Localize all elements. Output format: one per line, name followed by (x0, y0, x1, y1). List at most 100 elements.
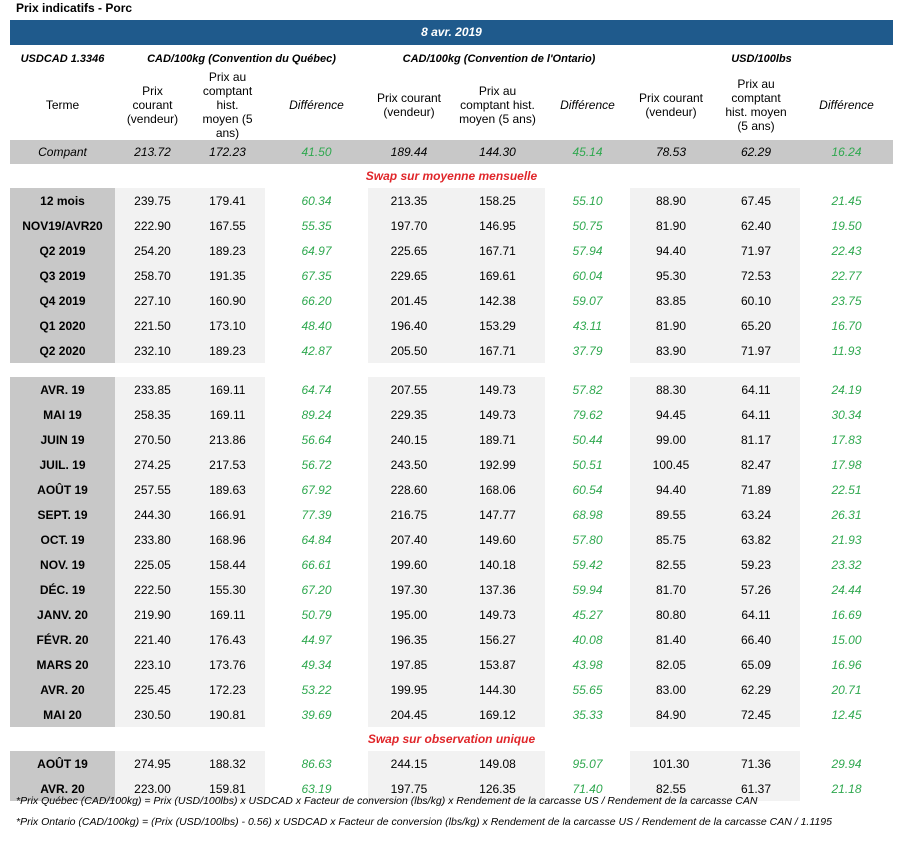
row-label: SEPT. 19 (10, 502, 115, 527)
price-cell: 243.50 (368, 452, 450, 477)
price-cell: 71.36 (712, 751, 800, 776)
price-cell: 50.51 (572, 457, 603, 472)
group-header: USD/100lbs (731, 53, 792, 65)
price-cell: 126.35 (450, 776, 545, 801)
price-cell: 68.98 (572, 507, 603, 522)
price-cell: 149.73 (450, 377, 545, 402)
price-cell: 191.35 (190, 263, 265, 288)
price-cell: 199.95 (368, 677, 450, 702)
price-cell: 16.24 (800, 140, 894, 164)
price-cell: 244.15 (368, 751, 450, 776)
price-cell: 95.07 (572, 756, 603, 771)
table-row: Q1 2020 221.50 173.10 48.40 196.40 153.29 43.1… (10, 313, 893, 338)
table-row: OCT. 19 233.80 168.96 64.84 207.40 149.60 57.8… (10, 527, 893, 552)
price-cell: 21.45 (831, 193, 862, 208)
price-cell: 11.93 (831, 343, 862, 358)
price-cell: 64.11 (712, 402, 800, 427)
row-label: DÉC. 19 (10, 577, 115, 602)
price-cell: 192.99 (450, 452, 545, 477)
price-cell: 225.65 (368, 238, 450, 263)
price-cell: 169.12 (450, 702, 545, 727)
title: Prix indicatifs - Porc (16, 1, 133, 15)
price-cell: 173.10 (190, 313, 265, 338)
price-cell: 227.10 (115, 288, 190, 313)
price-cell: 274.95 (115, 751, 190, 776)
price-cell: 169.11 (190, 377, 265, 402)
price-cell: 230.50 (115, 702, 190, 727)
table-row: Q4 2019 227.10 160.90 66.20 201.45 142.38 59.0… (10, 288, 893, 313)
price-cell: 43.11 (572, 318, 603, 333)
price-cell: 56.64 (301, 432, 332, 447)
table-row: NOV. 19 225.05 158.44 66.61 199.60 140.18 59.4… (10, 552, 893, 577)
table-row: JUIL. 19 274.25 217.53 56.72 243.50 192.99 50.… (10, 452, 893, 477)
price-cell: 173.76 (190, 652, 265, 677)
table-row: JANV. 20 219.90 169.11 50.79 195.00 149.73 45.… (10, 602, 893, 627)
fx-rate: USDCAD 1.3346 (20, 53, 105, 65)
price-cell: 60.04 (572, 268, 603, 283)
price-cell: 63.24 (712, 502, 800, 527)
price-cell: 190.81 (190, 702, 265, 727)
price-cell: 225.45 (115, 677, 190, 702)
price-cell: 222.90 (115, 213, 190, 238)
price-cell: 21.93 (831, 532, 862, 547)
price-cell: 89.24 (301, 407, 332, 422)
price-cell: 167.71 (450, 238, 545, 263)
price-cell: 179.41 (190, 188, 265, 213)
price-cell: 78.53 (630, 140, 712, 164)
price-cell: 232.10 (115, 338, 190, 363)
price-cell: 57.82 (572, 382, 603, 397)
table-row: Q2 2019 254.20 189.23 64.97 225.65 167.71 57.9… (10, 238, 893, 263)
price-cell: 99.00 (630, 427, 712, 452)
table-row: MAI 19 258.35 169.11 89.24 229.35 149.73 79.62… (10, 402, 893, 427)
price-cell: 254.20 (115, 238, 190, 263)
price-cell: 61.37 (712, 776, 800, 801)
price-cell: 83.90 (630, 338, 712, 363)
price-cell: 42.87 (301, 343, 332, 358)
price-cell: 204.45 (368, 702, 450, 727)
price-cell: 22.51 (831, 482, 862, 497)
price-cell: 60.10 (712, 288, 800, 313)
price-cell: 95.30 (630, 263, 712, 288)
price-cell: 16.69 (831, 607, 862, 622)
price-cell: 219.90 (115, 602, 190, 627)
price-cell: 81.70 (630, 577, 712, 602)
price-cell: 12.45 (831, 707, 862, 722)
price-cell: 71.40 (572, 781, 603, 796)
price-cell: 94.45 (630, 402, 712, 427)
price-cell: 144.30 (450, 140, 545, 164)
price-cell: 239.75 (115, 188, 190, 213)
price-cell: 197.30 (368, 577, 450, 602)
column-header: Terme (45, 98, 80, 112)
row-label: JUIN 19 (10, 427, 115, 452)
price-cell: 72.45 (712, 702, 800, 727)
price-cell: 59.94 (572, 582, 603, 597)
price-cell: 17.83 (831, 432, 862, 447)
price-cell: 221.40 (115, 627, 190, 652)
price-cell: 30.34 (831, 407, 862, 422)
row-label: AVR. 19 (10, 377, 115, 402)
price-cell: 21.18 (831, 781, 862, 796)
price-cell: 158.25 (450, 188, 545, 213)
section-title: Swap sur observation unique (367, 732, 536, 746)
table-row: FÉVR. 20 221.40 176.43 44.97 196.35 156.27 40.… (10, 627, 893, 652)
row-label: AOÛT 19 (10, 751, 115, 776)
price-cell: 201.45 (368, 288, 450, 313)
price-cell: 45.27 (572, 607, 603, 622)
spacer (10, 363, 893, 377)
row-label: JANV. 20 (10, 602, 115, 627)
price-cell: 144.30 (450, 677, 545, 702)
price-cell: 149.73 (450, 402, 545, 427)
row-label: AVR. 20 (10, 677, 115, 702)
row-label: OCT. 19 (10, 527, 115, 552)
price-cell: 82.55 (630, 552, 712, 577)
price-cell: 257.55 (115, 477, 190, 502)
price-cell: 65.09 (712, 652, 800, 677)
note: *Prix Québec (CAD/100kg) = Prix (USD/100… (16, 795, 758, 807)
price-cell: 67.45 (712, 188, 800, 213)
price-cell: 71.97 (712, 338, 800, 363)
price-cell: 176.43 (190, 627, 265, 652)
price-cell: 49.34 (301, 657, 332, 672)
table-row: Swap sur moyenne mensuelle (10, 164, 893, 188)
price-cell: 137.36 (450, 577, 545, 602)
price-cell: 62.29 (712, 677, 800, 702)
